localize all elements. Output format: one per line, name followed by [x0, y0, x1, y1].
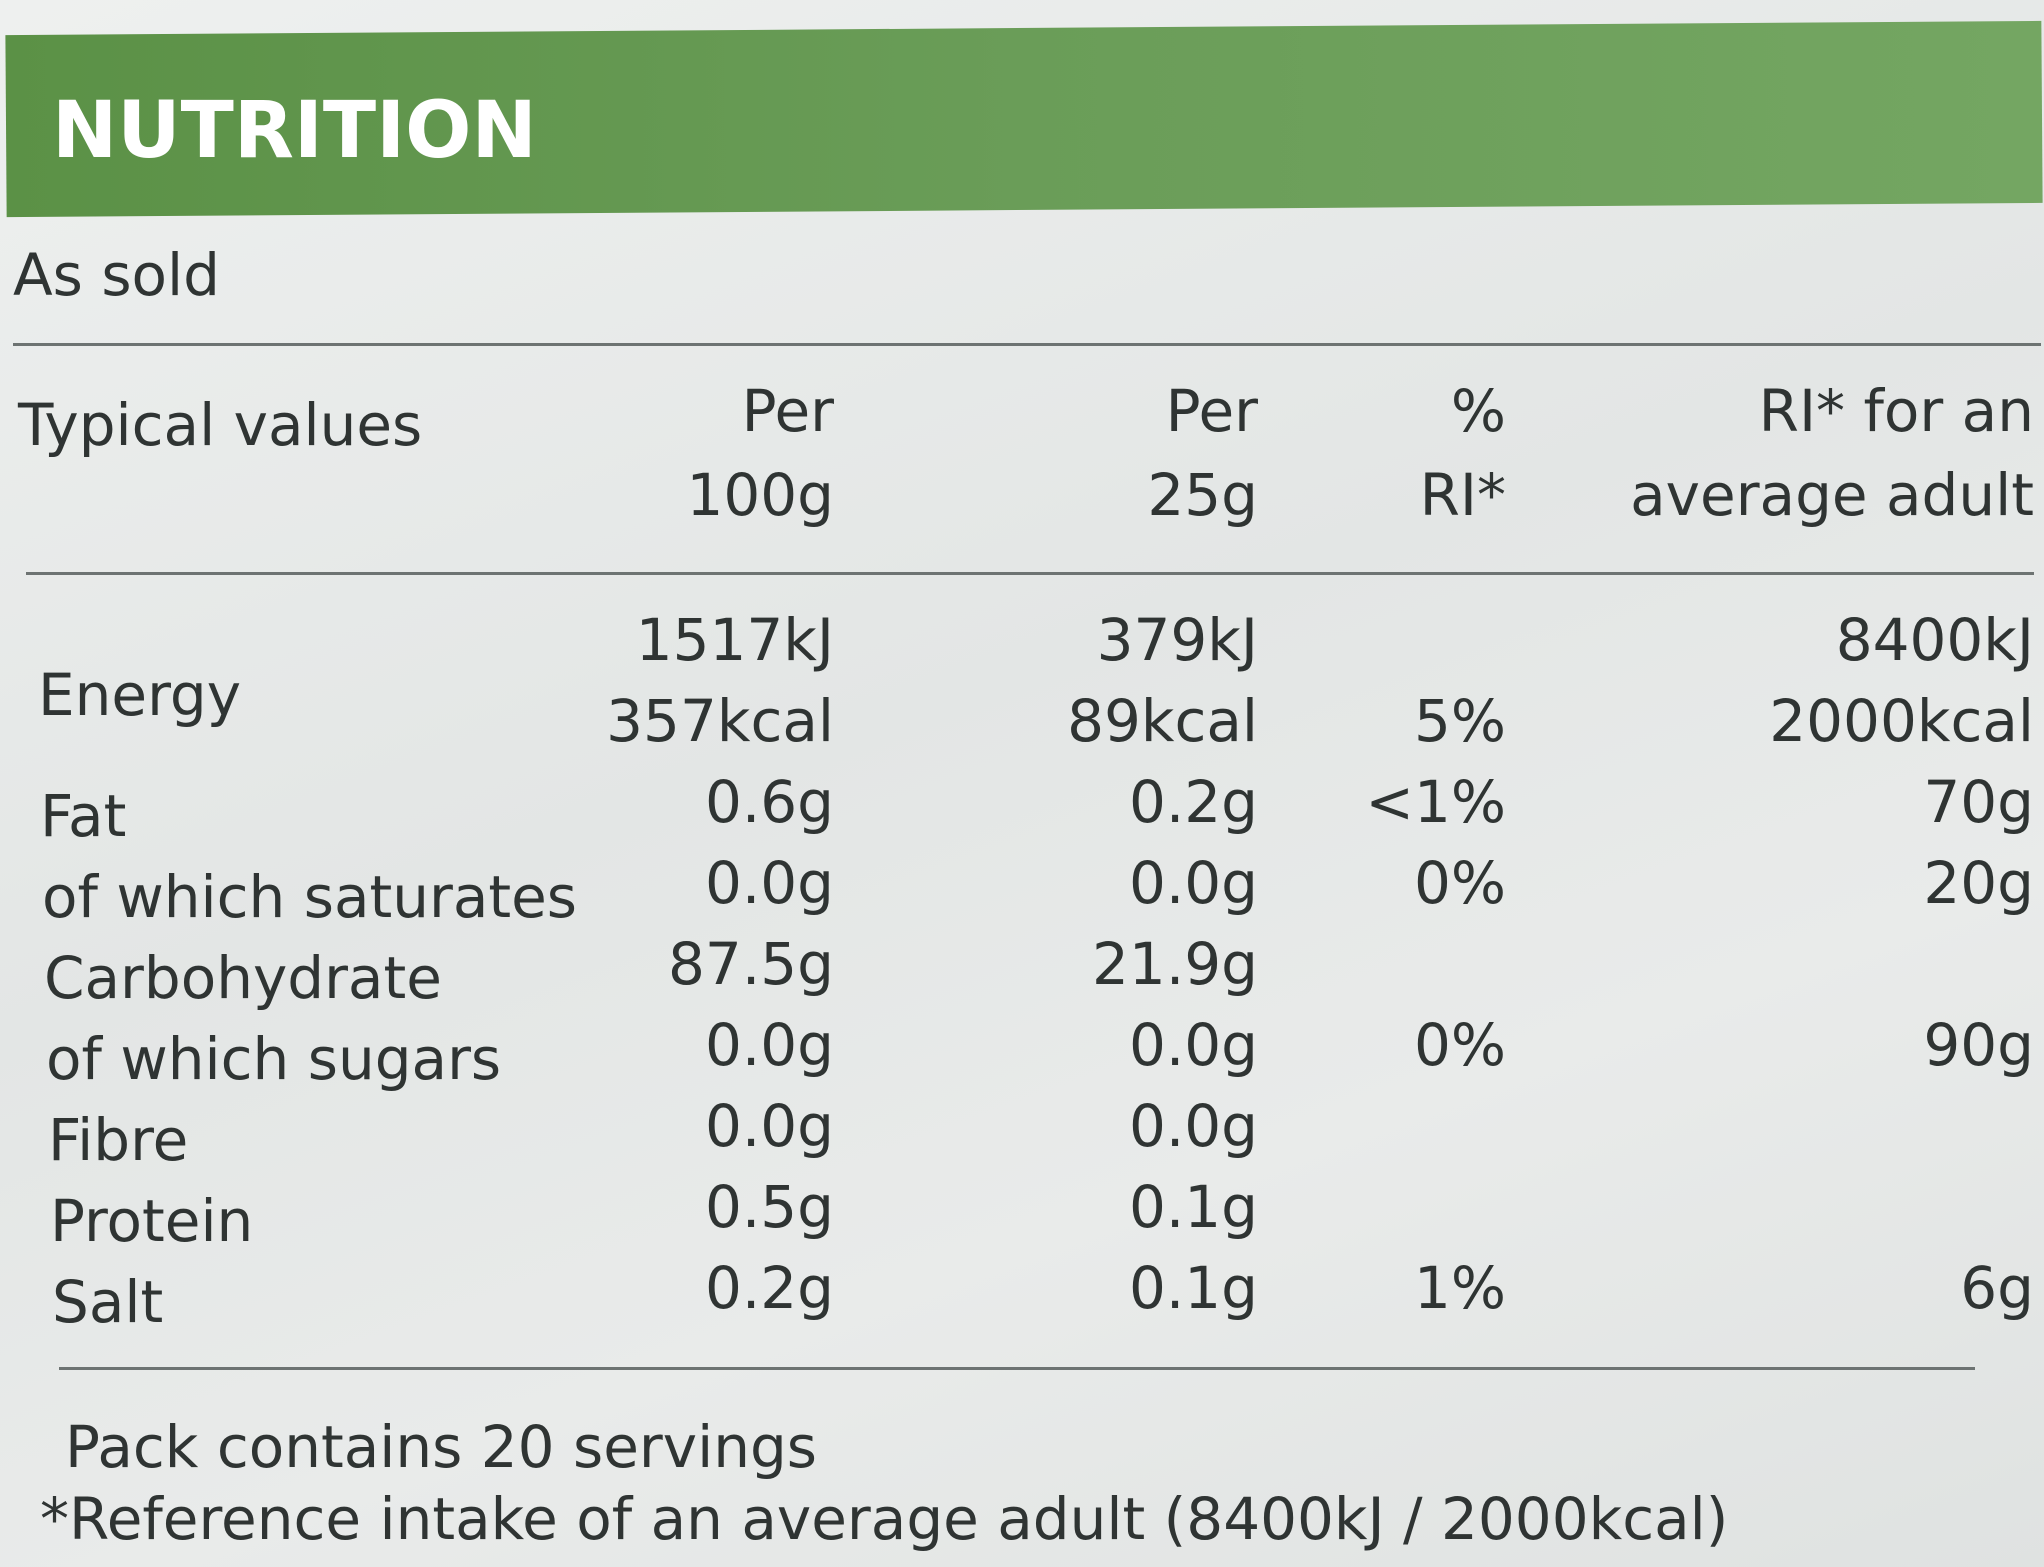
row-label: of which saturates [42, 863, 578, 931]
row-label: Protein [50, 1187, 254, 1255]
row-label: Energy [38, 660, 242, 729]
cell: 89kcal [1067, 687, 1258, 755]
cell: 0% [1413, 1011, 1506, 1079]
column-header: 100g [686, 461, 834, 529]
cell: 0.2g [704, 1254, 834, 1322]
row-label: Fat [40, 782, 127, 850]
cell: 8400kJ [1835, 606, 2034, 674]
cell: 21.9g [1092, 930, 1258, 998]
cell: 0.0g [704, 849, 834, 917]
cell: 379kJ [1096, 606, 1258, 674]
column-header: Typical values [18, 391, 423, 459]
cell: 0.6g [704, 768, 834, 836]
column-header: Per [741, 377, 834, 445]
cell: 1517kJ [635, 606, 834, 674]
servings: Pack contains 20 servings [65, 1413, 817, 1481]
column-header: RI* [1419, 461, 1506, 529]
cell: 0.0g [1128, 1092, 1258, 1160]
cell: 5% [1413, 687, 1506, 755]
cell: 70g [1923, 768, 2034, 836]
column-header: RI* for an [1758, 377, 2034, 445]
cell: 90g [1923, 1011, 2034, 1079]
rule [13, 343, 2041, 346]
cell: 0.5g [704, 1173, 834, 1241]
cell: 6g [1960, 1254, 2034, 1322]
cell: 2000kcal [1769, 687, 2034, 755]
rule [26, 572, 2034, 575]
cell: 0.2g [1128, 768, 1258, 836]
title: NUTRITION [52, 86, 537, 176]
cell: 357kcal [606, 687, 834, 755]
column-header: Per [1165, 377, 1258, 445]
column-header: 25g [1147, 461, 1258, 529]
cell: 0.0g [1128, 849, 1258, 917]
row-label: Carbohydrate [44, 944, 442, 1012]
cell: 0.0g [704, 1092, 834, 1160]
row-label: Salt [52, 1268, 164, 1336]
cell: 0.0g [1128, 1011, 1258, 1079]
cell: 0.1g [1128, 1254, 1258, 1322]
column-header: average adult [1630, 461, 2034, 529]
cell: 0.0g [704, 1011, 834, 1079]
cell: 1% [1413, 1254, 1506, 1322]
row-label: of which sugars [46, 1025, 502, 1093]
rule [59, 1367, 1975, 1370]
cell: 0.1g [1128, 1173, 1258, 1241]
column-header: % [1450, 377, 1506, 445]
subtitle: As sold [13, 241, 220, 309]
footnote: *Reference intake of an average adult (8… [40, 1485, 1729, 1553]
cell: <1% [1365, 768, 1506, 836]
cell: 87.5g [668, 930, 834, 998]
cell: 20g [1923, 849, 2034, 917]
row-label: Fibre [48, 1106, 189, 1174]
cell: 0% [1413, 849, 1506, 917]
